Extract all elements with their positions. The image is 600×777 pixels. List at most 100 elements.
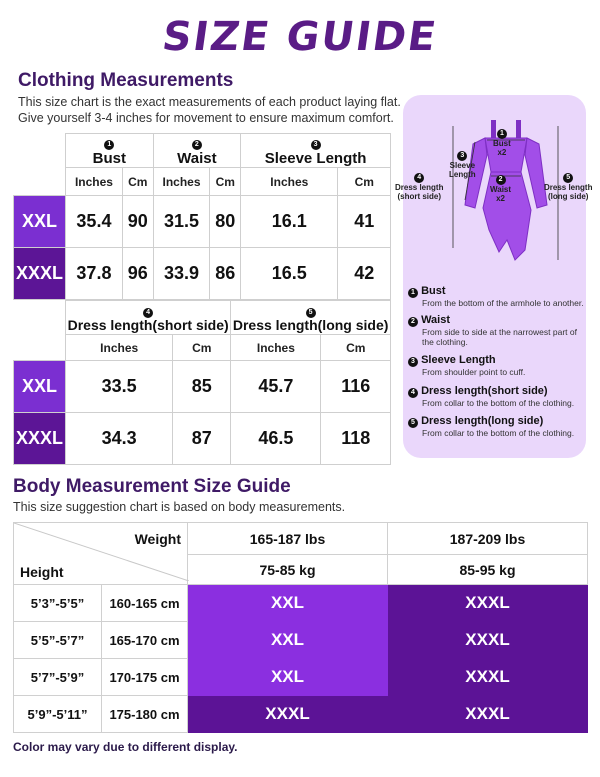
number-badge-icon: 1 [408, 288, 418, 298]
body-heading: Body Measurement Size Guide [13, 476, 291, 497]
value-cell: 46.5 [230, 412, 322, 465]
clothing-table-1: 1 Bust 2 Waist 3 Sleeve Length Inches Cm… [13, 133, 391, 300]
number-badge-icon: 4 [408, 388, 418, 398]
value-cell: 118 [320, 412, 391, 465]
recommended-size: XXL [187, 621, 388, 659]
legend-title: Dress length(short side) [421, 385, 548, 397]
value-cell: 85 [172, 360, 232, 413]
clothing-heading: Clothing Measurements [18, 70, 234, 91]
number-badge-icon: 5 [305, 307, 316, 318]
value-cell: 41 [337, 195, 391, 248]
legend-item: 4 Dress length(short side) From collar t… [408, 385, 588, 408]
value-cell: 16.1 [240, 195, 339, 248]
legend-desc: From shoulder point to cuff. [422, 367, 526, 377]
value-cell: 86 [209, 247, 242, 300]
table-row: XXL 33.5 85 45.7 116 [13, 360, 391, 413]
value-cell: 33.5 [64, 360, 174, 413]
corner-blank [14, 168, 66, 196]
diagram-label-text: Dress length (short side) [395, 183, 444, 201]
diagram-label-short: 4 Dress length (short side) [395, 172, 443, 201]
height-label: Height [20, 564, 64, 580]
value-cell: 90 [121, 195, 154, 248]
header-bust: 1 Bust [65, 133, 154, 168]
value-cell: 31.5 [152, 195, 211, 248]
value-cell: 37.8 [65, 247, 123, 300]
header-dress-short: 4 Dress length(short side) [64, 300, 232, 335]
height-cm: 170-175 cm [101, 658, 188, 696]
recommended-size: XXXL [387, 584, 588, 622]
recommended-size: XXL [187, 658, 388, 696]
corner-blank [14, 335, 66, 361]
weight-lbs-2: 187-209 lbs [387, 522, 588, 555]
table-row: 5’9”-5’11” 175-180 cm XXXL XXXL [13, 695, 588, 733]
unit-cell: Cm [172, 334, 232, 361]
number-badge-icon: 1 [104, 140, 115, 150]
header-label: Bust [92, 149, 126, 167]
recommended-size: XXXL [387, 658, 588, 696]
value-cell: 87 [172, 412, 232, 465]
dress-diagram-icon [452, 120, 559, 261]
recommended-size: XXXL [387, 621, 588, 659]
footer-note: Color may vary due to different display. [13, 740, 238, 754]
legend-desc: From the bottom of the armhole to anothe… [422, 298, 584, 308]
diagram-label-text: Sleeve Length [449, 161, 476, 179]
value-cell: 116 [320, 360, 391, 413]
diagram-label-bust: 1 Bust x2 [493, 128, 511, 157]
size-label: XXXL [13, 247, 66, 300]
unit-cell: Inches [240, 167, 339, 196]
legend-item: 5 Dress length(long side) From collar to… [408, 415, 588, 438]
legend-item: 3 Sleeve Length From shoulder point to c… [408, 354, 588, 377]
number-badge-icon: 2 [408, 317, 418, 327]
diagram-label-text: Dress length (long side) [544, 183, 593, 201]
unit-cell: Inches [152, 167, 211, 196]
header-dress-long: 5 Dress length(long side) [230, 300, 391, 335]
table-row: 5’3”-5’5” 160-165 cm XXL XXXL [13, 584, 588, 622]
size-label: XXXL [13, 412, 66, 465]
header-waist: 2 Waist [152, 133, 242, 168]
value-cell: 33.9 [152, 247, 211, 300]
corner-blank [14, 301, 66, 335]
value-cell: 16.5 [240, 247, 339, 300]
diagonal-divider-icon [14, 523, 189, 581]
diagram-label-text: Waist x2 [490, 185, 512, 203]
value-cell: 34.3 [64, 412, 174, 465]
clothing-table-2: 4 Dress length(short side) 5 Dress lengt… [13, 300, 391, 465]
corner-header: Weight Height [13, 522, 189, 585]
table-row: XXXL 37.8 96 33.9 86 16.5 42 [13, 247, 391, 300]
weight-lbs-1: 165-187 lbs [187, 522, 388, 555]
height-ft: 5’9”-5’11” [13, 695, 102, 733]
legend-desc: From collar to the bottom of the clothin… [422, 428, 575, 438]
body-desc: This size suggestion chart is based on b… [13, 500, 346, 514]
header-label: Waist [177, 149, 217, 167]
height-cm: 165-170 cm [101, 621, 188, 659]
value-cell: 96 [121, 247, 154, 300]
diagram-label-text: Bust x2 [493, 139, 511, 157]
number-badge-icon: 3 [408, 357, 418, 367]
unit-cell: Cm [337, 167, 391, 196]
legend-title: Waist [421, 314, 450, 326]
clothing-desc-2: Give yourself 3-4 inches for movement to… [18, 111, 394, 125]
unit-cell: Cm [320, 334, 391, 361]
number-badge-icon: 2 [495, 175, 506, 185]
number-badge-icon: 3 [310, 140, 321, 150]
header-label: Dress length(short side) [67, 316, 229, 333]
table-row: 5’7”-5’9” 170-175 cm XXL XXXL [13, 658, 588, 696]
body-size-table: Weight Height 165-187 lbs 187-209 lbs 75… [13, 522, 588, 733]
diagram-label-waist: 2 Waist x2 [490, 174, 511, 203]
unit-cell: Inches [230, 334, 322, 361]
legend-item: 2 Waist From side to side at the narrowe… [408, 314, 588, 347]
value-cell: 42 [337, 247, 391, 300]
legend-title: Dress length(long side) [421, 415, 544, 427]
height-ft: 5’7”-5’9” [13, 658, 102, 696]
header-label: Sleeve Length [264, 149, 367, 167]
size-label: XXL [13, 360, 66, 413]
corner-blank [14, 134, 66, 168]
height-ft: 5’5”-5’7” [13, 621, 102, 659]
table-row: XXXL 34.3 87 46.5 118 [13, 412, 391, 465]
unit-cell: Inches [65, 167, 123, 196]
number-badge-icon: 1 [496, 129, 507, 139]
weight-label: Weight [134, 531, 181, 547]
table-row: XXL 35.4 90 31.5 80 16.1 41 [13, 195, 391, 248]
weight-kg-1: 75-85 kg [187, 554, 388, 585]
value-cell: 45.7 [230, 360, 322, 413]
